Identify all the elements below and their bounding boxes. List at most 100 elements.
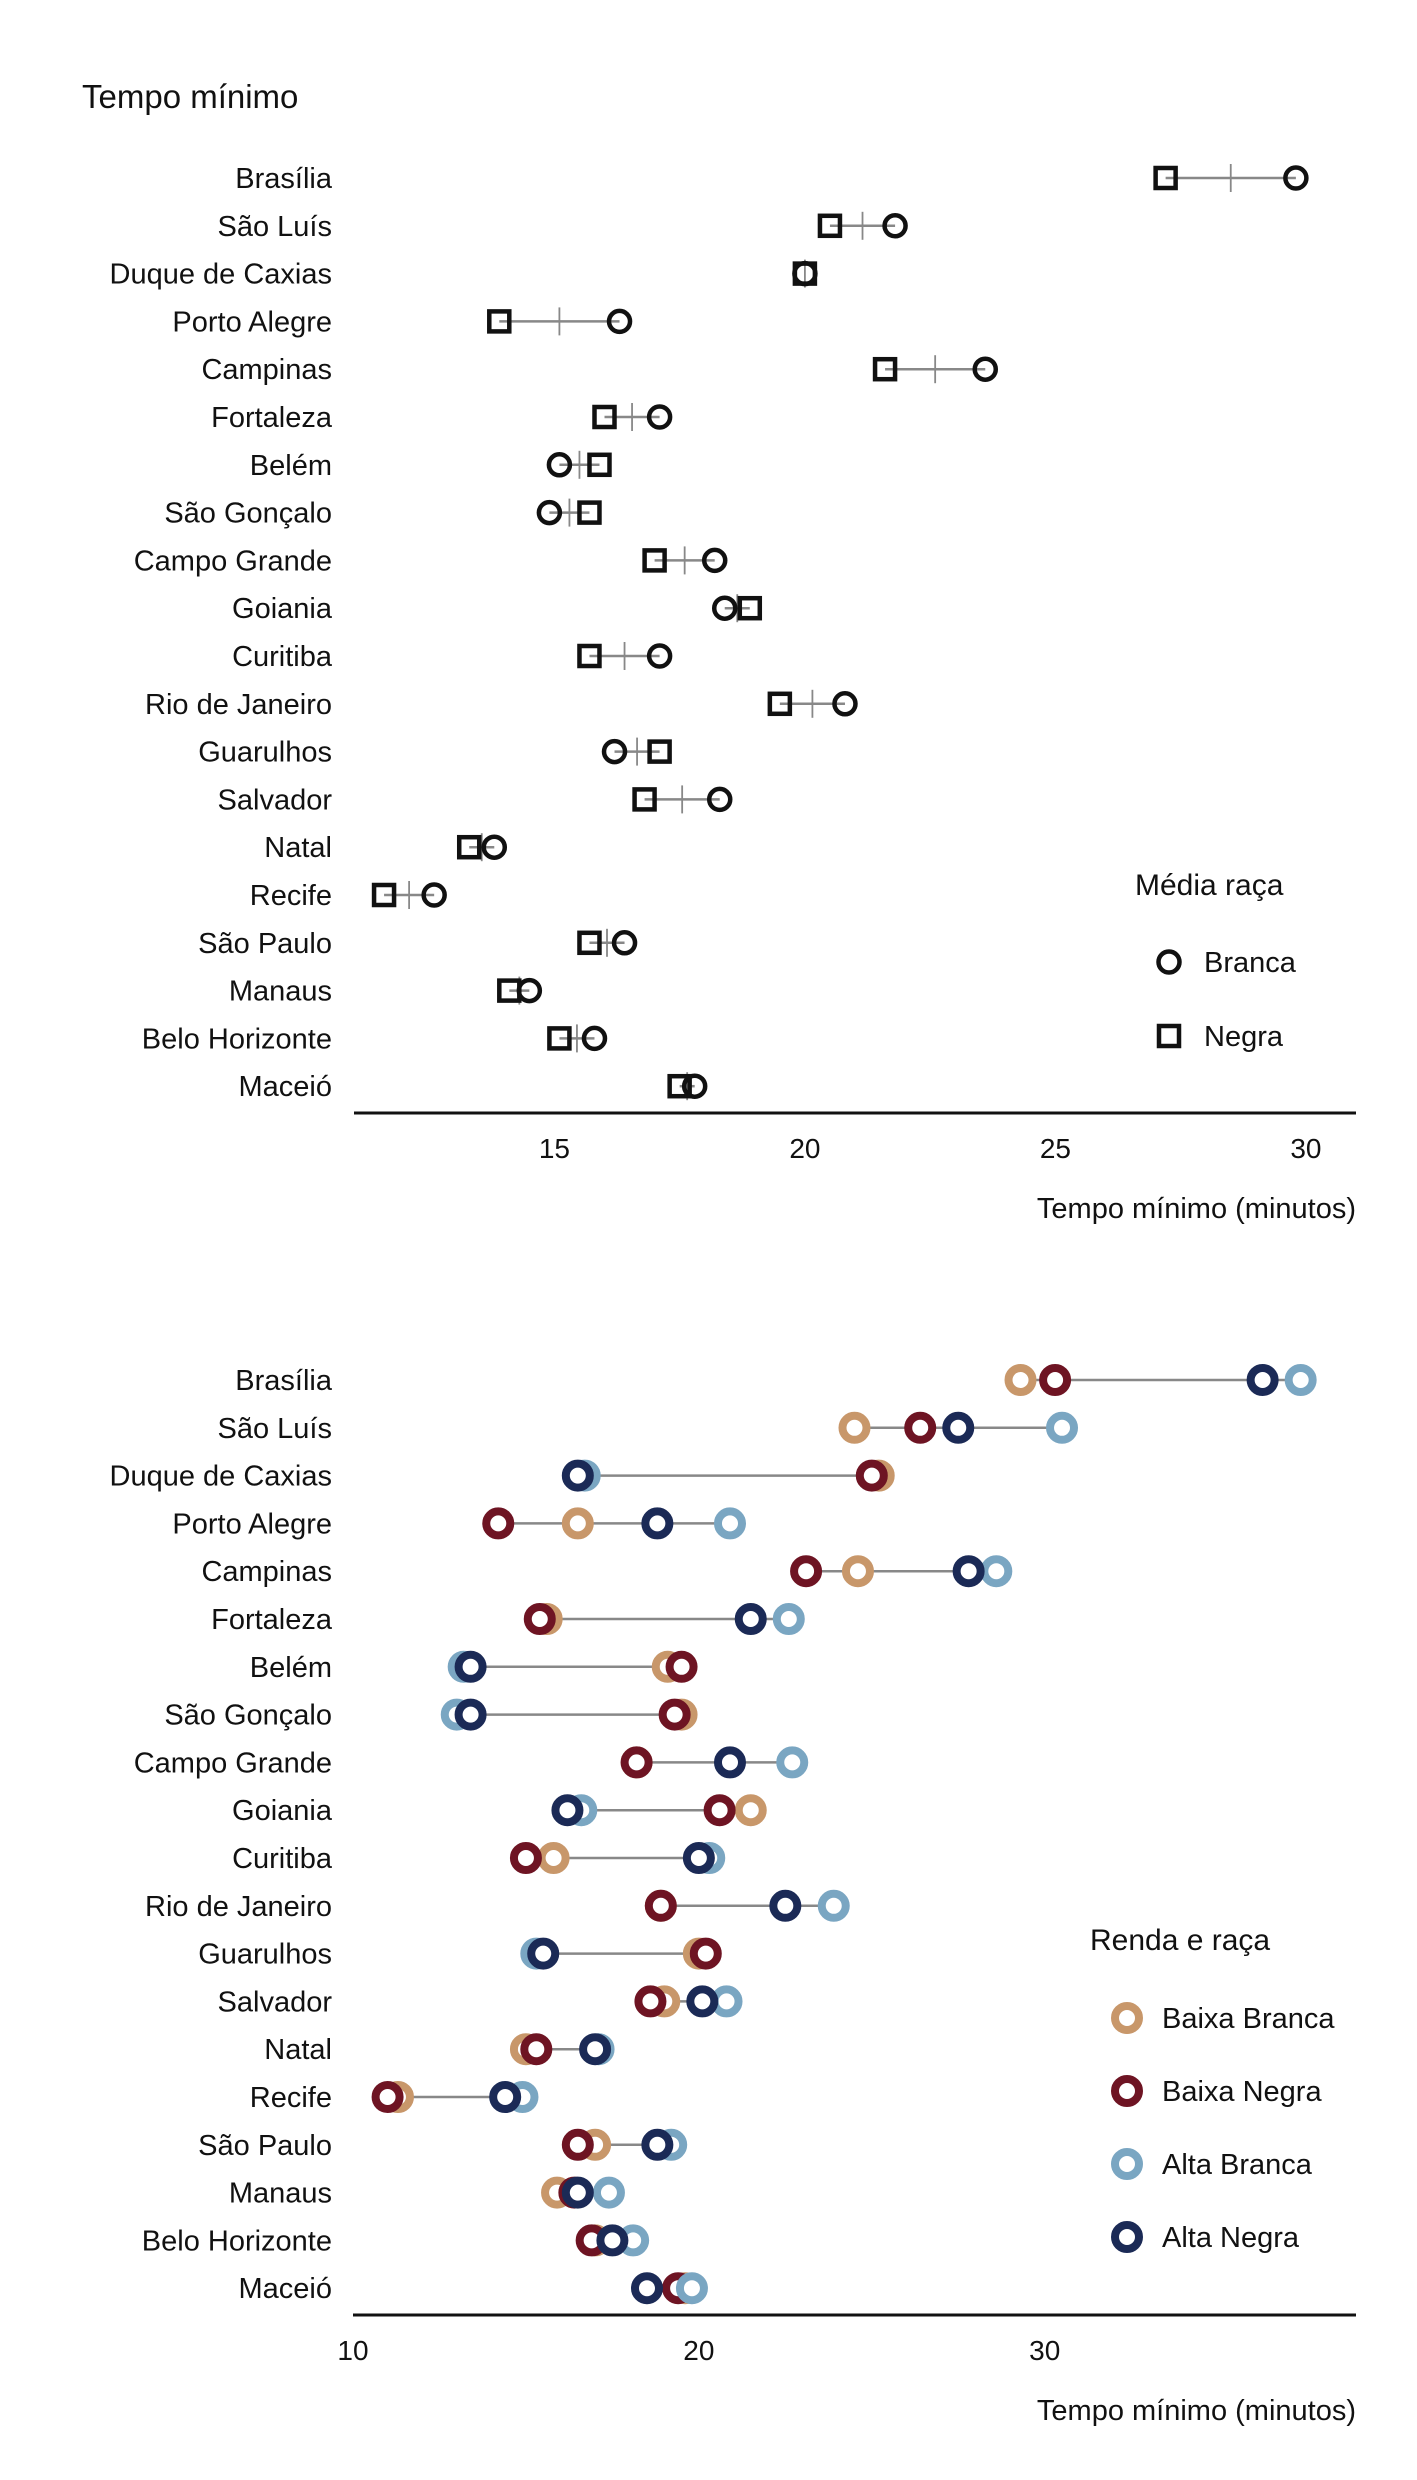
category-label: São Luís: [218, 211, 332, 243]
category-label: Salvador: [218, 1986, 333, 2018]
data-point-alta-branca: [1284, 1364, 1317, 1396]
data-point-branca: [546, 452, 573, 478]
data-point-alta-negra: [734, 1603, 767, 1635]
data-point-alta-negra: [1246, 1364, 1279, 1396]
category-label: Brasília: [235, 163, 333, 195]
data-point-baixa-branca: [838, 1411, 871, 1444]
data-point-branca: [882, 213, 908, 239]
legend-label: Alta Negra: [1162, 2222, 1300, 2254]
legend-marker: [1111, 2221, 1143, 2253]
category-label: Manaus: [229, 2178, 332, 2210]
category-label: Duque de Caxias: [110, 1461, 332, 1493]
category-label: Brasília: [235, 1365, 333, 1397]
legend-label: Baixa Branca: [1162, 2003, 1335, 2035]
category-label: Fortaleza: [211, 1604, 333, 1636]
category-label: Natal: [264, 2034, 332, 2066]
data-point-baixa-negra: [689, 1937, 722, 1970]
x-tick-label: 25: [1040, 1133, 1071, 1164]
data-point-negra: [642, 548, 667, 573]
data-point-branca: [601, 738, 628, 765]
data-point-branca: [711, 595, 738, 621]
x-tick-label: 20: [789, 1133, 820, 1164]
data-point-negra: [592, 404, 617, 430]
data-point-negra: [371, 882, 397, 908]
data-point-negra: [456, 834, 482, 860]
data-point-negra: [872, 356, 898, 382]
data-point-negra: [632, 787, 657, 812]
data-point-baixa-negra: [634, 1985, 667, 2018]
data-point-alta-negra: [551, 1794, 584, 1827]
category-label: Campo Grande: [134, 1747, 332, 1779]
category-label: Recife: [250, 880, 332, 912]
data-point-branca: [481, 834, 508, 860]
category-label: Rio de Janeiro: [145, 1891, 332, 1923]
data-point-baixa-negra: [520, 2033, 553, 2066]
data-point-baixa-negra: [644, 1889, 677, 1922]
data-point-negra: [547, 1026, 572, 1051]
data-point-baixa-branca: [841, 1555, 874, 1588]
data-point-alta-branca: [592, 2176, 625, 2209]
legend-label: Baixa Negra: [1162, 2076, 1322, 2108]
data-point-branca: [701, 547, 728, 574]
data-point-alta-negra: [682, 1842, 715, 1874]
chart1-plot: Brasília São Luís Duque de Caxias Porto Ale…: [110, 163, 1356, 1225]
data-point-alta-negra: [454, 1650, 487, 1683]
data-point-baixa-negra: [703, 1794, 736, 1827]
data-point-alta-negra: [630, 2272, 663, 2305]
data-point-branca: [646, 404, 673, 430]
category-label: São Gonçalo: [164, 498, 332, 530]
data-point-branca: [606, 308, 633, 335]
data-point-baixa-negra: [658, 1698, 691, 1731]
data-point-baixa-negra: [371, 2081, 404, 2113]
data-point-branca: [706, 786, 733, 813]
data-point-branca: [581, 1025, 608, 1052]
legend-label: Alta Branca: [1162, 2149, 1313, 2181]
data-point-branca: [611, 930, 638, 956]
data-point-baixa-branca: [1004, 1364, 1037, 1396]
category-label: Duque de Caxias: [110, 259, 332, 291]
data-point-baixa-negra: [509, 1842, 542, 1874]
data-point-negra: [792, 261, 818, 286]
category-label: Campinas: [201, 354, 332, 386]
data-point-baixa-branca: [537, 1842, 570, 1874]
data-point-alta-negra: [561, 1459, 594, 1492]
data-point-alta-branca: [817, 1889, 850, 1922]
data-point-baixa-negra: [665, 1650, 698, 1683]
data-point-branca: [832, 691, 858, 717]
data-point-baixa-branca: [734, 1794, 767, 1827]
data-point-alta-branca: [1046, 1411, 1079, 1444]
data-point-negra: [497, 978, 522, 1003]
data-point-branca: [972, 356, 999, 382]
data-point-alta-branca: [980, 1555, 1013, 1588]
x-tick-label: 10: [337, 2335, 368, 2366]
data-point-alta-branca: [675, 2272, 708, 2305]
chart1-title: Tempo mínimo: [82, 78, 298, 115]
data-point-baixa-negra: [1039, 1364, 1072, 1396]
category-label: São Gonçalo: [164, 1700, 332, 1732]
data-point-alta-negra: [713, 1746, 746, 1779]
data-point-branca: [536, 499, 563, 526]
data-point-alta-negra: [769, 1889, 802, 1922]
category-label: São Paulo: [198, 928, 332, 960]
category-label: Guarulhos: [198, 737, 332, 769]
category-label: Maceió: [239, 1071, 333, 1103]
legend-label: Negra: [1204, 1021, 1284, 1053]
category-label: Recife: [250, 2082, 332, 2114]
data-point-baixa-negra: [855, 1459, 888, 1492]
legend-marker: [1111, 2148, 1143, 2180]
x-tick-label: 30: [1029, 2335, 1060, 2366]
legend-marker: [1156, 1023, 1182, 1049]
category-label: Maceió: [239, 2273, 333, 2305]
data-point-alta-negra: [686, 1985, 719, 2018]
x-tick-label: 15: [539, 1133, 570, 1164]
data-point-branca: [681, 1073, 708, 1099]
data-point-baixa-negra: [904, 1411, 937, 1444]
x-tick-label: 30: [1290, 1133, 1321, 1164]
category-label: Campinas: [201, 1556, 332, 1588]
data-point-alta-negra: [641, 1507, 674, 1540]
data-point-negra: [667, 1073, 692, 1099]
category-label: Belém: [250, 450, 332, 482]
data-point-baixa-negra: [620, 1746, 653, 1779]
data-point-alta-negra: [489, 2081, 522, 2113]
